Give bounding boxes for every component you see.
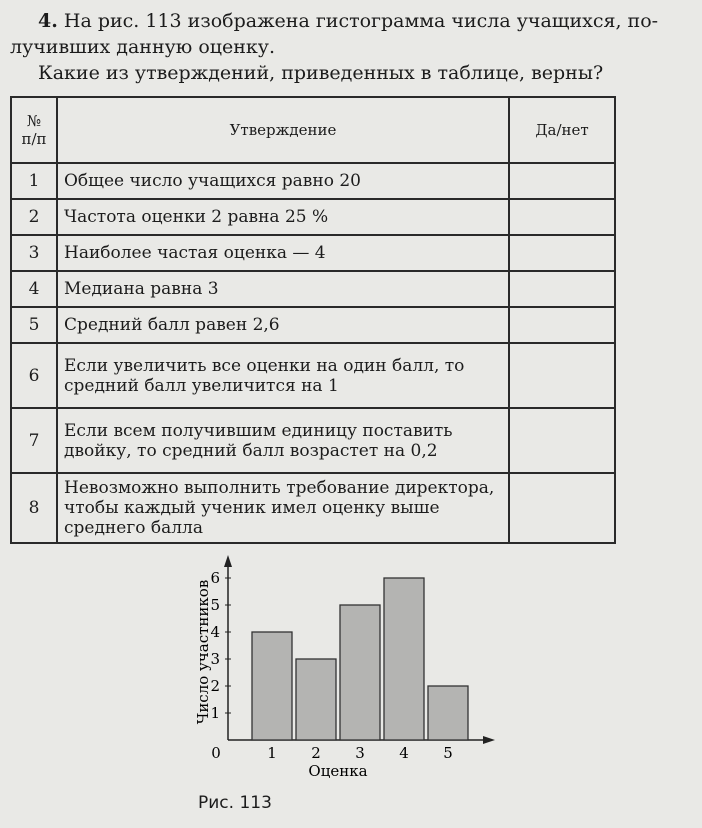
y-tick-label: 4	[210, 623, 220, 641]
statements-table: № п/п Утверждение Да/нет 1 Общее число у…	[10, 96, 616, 544]
figure-caption: Рис. 113	[198, 793, 272, 813]
bar-5	[427, 685, 469, 741]
table-row: 4 Медиана равна 3	[10, 270, 616, 308]
header-answer: Да/нет	[508, 96, 616, 164]
task-question: Какие из утверждений, приведенных в табл…	[38, 62, 604, 84]
task-text: На рис. 113 изображена гистограмма числа…	[63, 10, 659, 32]
y-tick-label: 1	[210, 704, 220, 722]
x-tick-label: 2	[311, 744, 321, 762]
y-axis-label: Число участников	[194, 580, 212, 725]
row-statement: Частота оценки 2 равна 25 %	[56, 198, 510, 236]
row-statement: Если всем получившим единицу поставить д…	[56, 407, 510, 474]
row-statement: Если увеличить все оценки на один балл, …	[56, 342, 510, 409]
row-number: 7	[10, 407, 58, 474]
row-answer-cell[interactable]	[508, 162, 616, 200]
row-answer-cell[interactable]	[508, 270, 616, 308]
row-number: 5	[10, 306, 58, 344]
row-number: 4	[10, 270, 58, 308]
table-row: 5 Средний балл равен 2,6	[10, 306, 616, 344]
y-tick-label: 2	[210, 677, 220, 695]
y-axis-arrow	[224, 555, 232, 567]
row-answer-cell[interactable]	[508, 472, 616, 544]
header-statement: Утверждение	[56, 96, 510, 164]
task-number: 4.	[38, 10, 58, 32]
table-row: 6 Если увеличить все оценки на один балл…	[10, 342, 616, 409]
row-statement: Наиболее частая оценка — 4	[56, 234, 510, 272]
row-answer-cell[interactable]	[508, 306, 616, 344]
row-statement: Невозможно выполнить требование директор…	[56, 472, 510, 544]
row-answer-cell[interactable]	[508, 342, 616, 409]
task-line-2: лучивших данную оценку.	[10, 36, 276, 58]
row-number: 3	[10, 234, 58, 272]
y-tick-label: 6	[210, 569, 220, 587]
row-statement: Средний балл равен 2,6	[56, 306, 510, 344]
header-number: № п/п	[10, 96, 58, 164]
bar-4	[383, 577, 425, 741]
x-tick-label: 1	[267, 744, 277, 762]
y-tick-label: 5	[210, 596, 220, 614]
row-number: 2	[10, 198, 58, 236]
row-statement: Медиана равна 3	[56, 270, 510, 308]
row-answer-cell[interactable]	[508, 407, 616, 474]
x-tick-label: 4	[399, 744, 409, 762]
bar-3	[339, 604, 381, 741]
table-header: № п/п Утверждение Да/нет	[10, 96, 616, 164]
x-axis-arrow	[483, 736, 495, 744]
row-answer-cell[interactable]	[508, 234, 616, 272]
table-row: 2 Частота оценки 2 равна 25 %	[10, 198, 616, 236]
row-number: 1	[10, 162, 58, 200]
x-tick-label: 3	[355, 744, 365, 762]
y-tick-label: 3	[210, 650, 220, 668]
x-tick-label: 5	[443, 744, 453, 762]
table-row: 1 Общее число учащихся равно 20	[10, 162, 616, 200]
row-answer-cell[interactable]	[508, 198, 616, 236]
row-number: 8	[10, 472, 58, 544]
row-statement: Общее число учащихся равно 20	[56, 162, 510, 200]
task-line-1: 4. На рис. 113 изображена гистограмма чи…	[38, 10, 658, 32]
table-row: 3 Наиболее частая оценка — 4	[10, 234, 616, 272]
bar-2	[295, 658, 337, 741]
table-row: 7 Если всем получившим единицу поставить…	[10, 407, 616, 474]
x-axis-label: Оценка	[308, 762, 367, 780]
table-row: 8 Невозможно выполнить требование директ…	[10, 472, 616, 544]
origin-label: 0	[211, 744, 221, 762]
bar-1	[251, 631, 293, 741]
row-number: 6	[10, 342, 58, 409]
